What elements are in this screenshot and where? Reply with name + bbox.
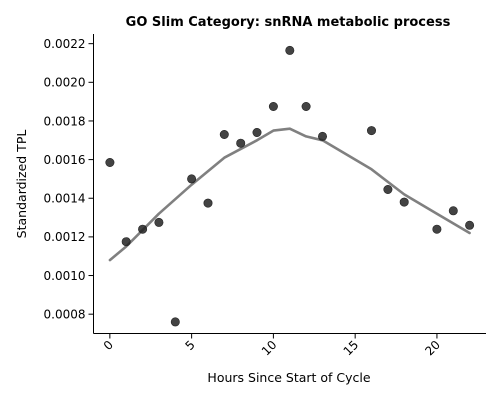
x-tick-label: 0 (101, 338, 116, 353)
x-ticks: 0 5 10 15 20 (101, 333, 443, 359)
data-point (138, 224, 148, 234)
data-point (187, 174, 197, 184)
data-point (317, 131, 327, 141)
data-point (219, 130, 229, 140)
data-point (366, 126, 376, 136)
plot-area (105, 45, 475, 327)
data-point (154, 217, 164, 227)
data-point (465, 220, 475, 230)
data-point (121, 237, 131, 247)
y-tick-label: 0.0014 (44, 192, 86, 206)
y-tick-label: 0.0012 (44, 230, 86, 244)
y-tick-label: 0.0020 (44, 76, 86, 90)
x-tick-label: 10 (259, 338, 280, 359)
data-point (203, 198, 213, 208)
x-tick-label: 15 (341, 338, 362, 359)
trend-layer (108, 127, 471, 262)
data-point (383, 185, 393, 195)
y-tick-label: 0.0018 (44, 114, 86, 128)
data-point (301, 102, 311, 112)
y-ticks: 0.0008 0.0010 0.0012 0.0014 0.0016 0.0018 0.00… (44, 37, 94, 321)
data-point (105, 158, 115, 168)
data-point (252, 128, 262, 138)
trend-line (108, 127, 471, 262)
y-tick-label: 0.0016 (44, 153, 86, 167)
data-point (285, 45, 295, 55)
data-point (170, 317, 180, 327)
data-point (399, 197, 409, 207)
data-point (236, 138, 246, 148)
x-tick-label: 5 (182, 338, 197, 353)
x-tick-label: 20 (422, 338, 443, 359)
data-point (432, 224, 442, 234)
x-axis-label: Hours Since Start of Cycle (207, 370, 370, 385)
y-tick-label: 0.0008 (44, 307, 86, 321)
data-point (448, 206, 458, 216)
data-point (268, 102, 278, 112)
y-tick-label: 0.0010 (44, 269, 86, 283)
y-tick-label: 0.0022 (44, 37, 86, 51)
y-axis-label: Standardized TPL (14, 130, 29, 239)
chart-title: GO Slim Category: snRNA metabolic proces… (126, 15, 451, 30)
points-layer (105, 45, 475, 327)
